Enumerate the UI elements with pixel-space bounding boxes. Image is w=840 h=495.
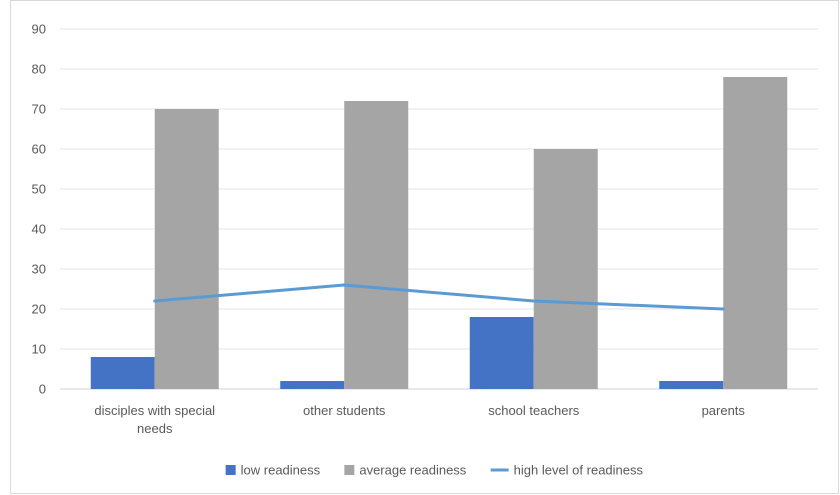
bar-average-readiness-3 bbox=[723, 77, 787, 389]
x-axis-categories: disciples with special needs other student… bbox=[94, 403, 745, 436]
y-tick-label: 90 bbox=[32, 22, 46, 37]
bar-low-readiness-0 bbox=[91, 357, 155, 389]
y-tick-label: 40 bbox=[32, 222, 46, 237]
legend: low readiness average readiness high level… bbox=[226, 463, 644, 478]
legend-label: average readiness bbox=[359, 463, 466, 478]
y-tick-label: 0 bbox=[39, 382, 46, 397]
y-tick-label: 10 bbox=[32, 342, 46, 357]
bar-average-readiness-2 bbox=[534, 149, 598, 389]
legend-label: low readiness bbox=[241, 463, 321, 478]
legend-label: high level of readiness bbox=[514, 463, 644, 478]
bar-low-readiness-2 bbox=[470, 317, 534, 389]
line-high-level-of-readiness bbox=[155, 285, 724, 309]
y-tick-label: 60 bbox=[32, 142, 46, 157]
line-series bbox=[155, 285, 724, 309]
bar-average-readiness-0 bbox=[155, 109, 219, 389]
x-category-label: other students bbox=[303, 403, 386, 418]
y-tick-label: 30 bbox=[32, 262, 46, 277]
legend-swatch-bar bbox=[226, 465, 236, 475]
y-tick-label: 50 bbox=[32, 182, 46, 197]
y-axis-ticks: 0 10 20 30 40 50 60 70 80 90 bbox=[32, 22, 46, 397]
x-category-label: disciples with special needs bbox=[94, 403, 215, 436]
bar-low-readiness-3 bbox=[659, 381, 723, 389]
bar-average-readiness-1 bbox=[344, 101, 408, 389]
legend-swatch-bar bbox=[344, 465, 354, 475]
bars bbox=[91, 77, 788, 389]
y-tick-label: 80 bbox=[32, 62, 46, 77]
y-tick-label: 20 bbox=[32, 302, 46, 317]
x-category-label: parents bbox=[702, 403, 746, 418]
x-category-label: school teachers bbox=[488, 403, 580, 418]
bar-low-readiness-1 bbox=[280, 381, 344, 389]
y-tick-label: 70 bbox=[32, 102, 46, 117]
